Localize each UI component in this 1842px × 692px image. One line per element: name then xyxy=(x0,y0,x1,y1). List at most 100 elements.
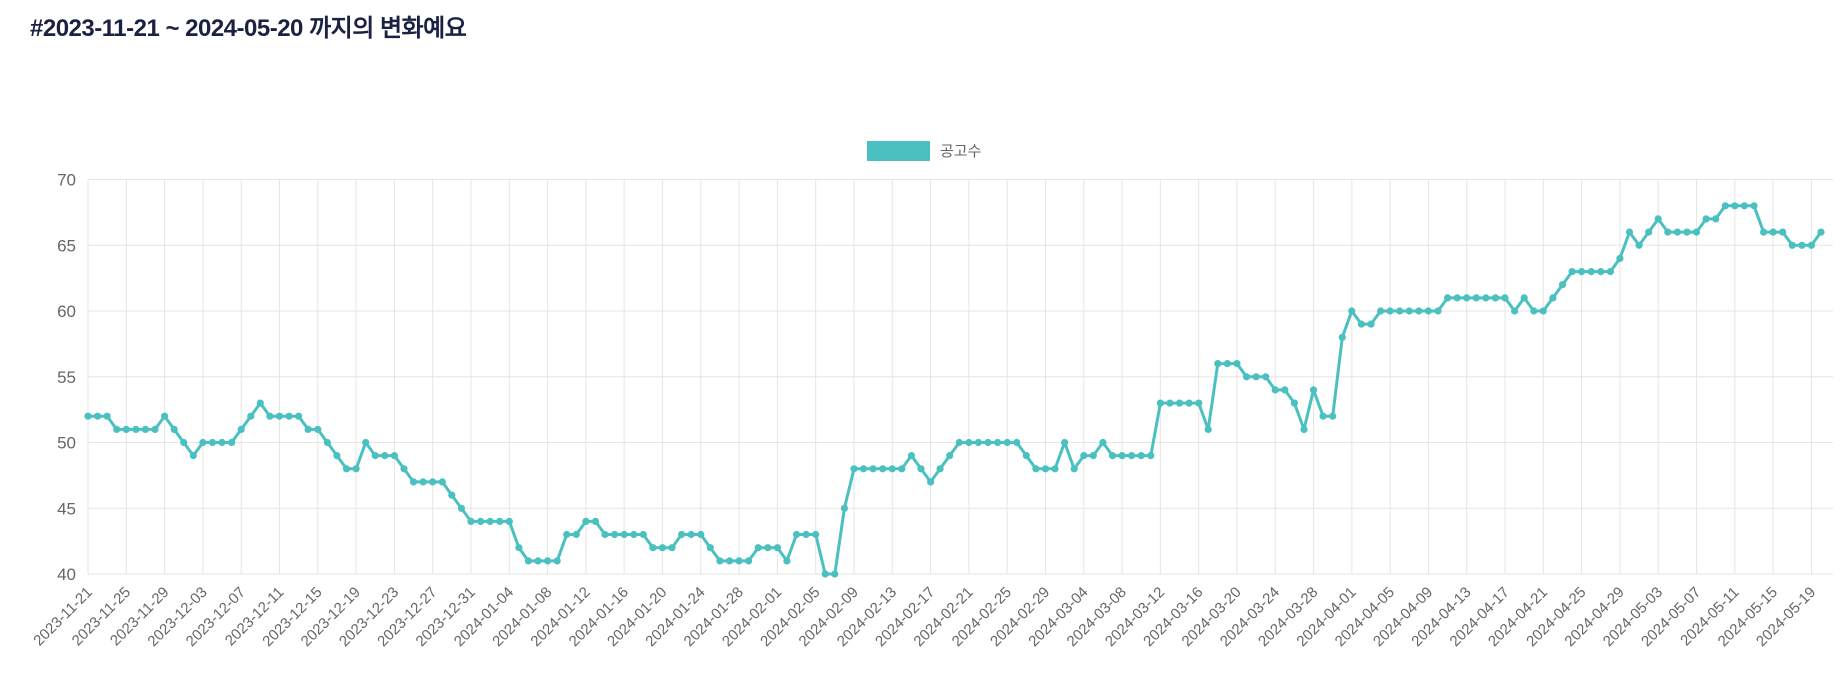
data-point[interactable] xyxy=(477,517,485,526)
data-point[interactable] xyxy=(1520,294,1528,302)
data-point[interactable] xyxy=(141,425,149,433)
data-point[interactable] xyxy=(371,452,379,460)
data-point[interactable] xyxy=(907,452,916,460)
data-point[interactable] xyxy=(1760,228,1768,236)
data-point[interactable] xyxy=(1204,425,1212,433)
data-point[interactable] xyxy=(1214,360,1222,368)
data-point[interactable] xyxy=(1147,452,1155,460)
data-point[interactable] xyxy=(1070,465,1078,473)
data-point[interactable] xyxy=(936,465,944,473)
data-point[interactable] xyxy=(1377,307,1385,315)
data-point[interactable] xyxy=(524,557,533,565)
data-point[interactable] xyxy=(84,412,92,420)
data-point[interactable] xyxy=(1664,228,1672,236)
data-point[interactable] xyxy=(965,438,973,447)
data-point[interactable] xyxy=(285,412,293,420)
data-point[interactable] xyxy=(639,530,647,539)
data-point[interactable] xyxy=(563,530,571,539)
data-point[interactable] xyxy=(1549,294,1557,302)
data-point[interactable] xyxy=(1185,399,1193,407)
data-point[interactable] xyxy=(1367,320,1375,328)
data-point[interactable] xyxy=(1539,307,1547,315)
data-point[interactable] xyxy=(496,517,504,526)
data-point[interactable] xyxy=(1175,399,1184,407)
chart-legend[interactable]: 공고수 xyxy=(867,140,981,161)
data-point[interactable] xyxy=(1233,360,1241,368)
data-point[interactable] xyxy=(304,425,312,433)
data-point[interactable] xyxy=(1463,294,1471,302)
data-point[interactable] xyxy=(122,425,130,433)
data-point[interactable] xyxy=(1779,228,1787,236)
data-point[interactable] xyxy=(208,438,217,447)
data-point[interactable] xyxy=(1683,228,1691,236)
data-point[interactable] xyxy=(409,478,418,486)
data-point[interactable] xyxy=(1041,465,1050,473)
data-point[interactable] xyxy=(1511,307,1519,315)
data-point[interactable] xyxy=(362,438,370,447)
data-point[interactable] xyxy=(381,452,389,460)
data-point[interactable] xyxy=(438,478,446,486)
data-point[interactable] xyxy=(1731,202,1739,210)
data-point[interactable] xyxy=(1740,202,1748,210)
data-point[interactable] xyxy=(1491,294,1500,302)
data-point[interactable] xyxy=(1769,228,1777,236)
data-point[interactable] xyxy=(859,465,868,473)
data-point[interactable] xyxy=(946,452,954,460)
data-point[interactable] xyxy=(448,491,456,499)
data-point[interactable] xyxy=(1635,241,1643,249)
data-point[interactable] xyxy=(505,517,513,526)
data-point[interactable] xyxy=(1817,228,1825,236)
data-point[interactable] xyxy=(706,544,714,552)
data-point[interactable] xyxy=(113,425,121,433)
data-point[interactable] xyxy=(802,530,810,539)
data-point[interactable] xyxy=(783,557,791,565)
data-point[interactable] xyxy=(256,399,264,407)
data-point[interactable] xyxy=(697,530,705,539)
data-point[interactable] xyxy=(658,544,667,552)
data-point[interactable] xyxy=(974,438,983,447)
data-point[interactable] xyxy=(601,530,609,539)
data-point[interactable] xyxy=(247,412,255,420)
data-point[interactable] xyxy=(1415,307,1423,315)
data-point[interactable] xyxy=(591,517,600,526)
data-point[interactable] xyxy=(773,544,782,552)
data-point[interactable] xyxy=(94,412,102,420)
data-point[interactable] xyxy=(1386,307,1394,315)
data-point[interactable] xyxy=(390,452,398,460)
data-point[interactable] xyxy=(754,544,762,552)
data-point[interactable] xyxy=(1032,465,1040,473)
data-point[interactable] xyxy=(1281,386,1289,394)
data-point[interactable] xyxy=(1137,452,1145,460)
data-point[interactable] xyxy=(812,530,820,539)
data-point[interactable] xyxy=(1482,294,1490,302)
data-point[interactable] xyxy=(534,557,542,565)
data-point[interactable] xyxy=(1242,373,1251,381)
data-point[interactable] xyxy=(553,557,561,565)
data-point[interactable] xyxy=(218,438,226,447)
data-point[interactable] xyxy=(237,425,245,433)
data-point[interactable] xyxy=(1223,360,1231,368)
data-point[interactable] xyxy=(716,557,724,565)
data-point[interactable] xyxy=(879,465,887,473)
data-point[interactable] xyxy=(1530,307,1538,315)
data-point[interactable] xyxy=(1080,452,1088,460)
data-point[interactable] xyxy=(620,530,628,539)
data-point[interactable] xyxy=(821,570,829,578)
data-point[interactable] xyxy=(687,530,695,539)
data-point[interactable] xyxy=(266,412,274,420)
data-point[interactable] xyxy=(1798,241,1806,249)
data-point[interactable] xyxy=(1262,373,1270,381)
data-point[interactable] xyxy=(1022,452,1030,460)
data-point[interactable] xyxy=(1195,399,1203,407)
data-point[interactable] xyxy=(1396,307,1404,315)
data-point[interactable] xyxy=(544,557,552,565)
data-point[interactable] xyxy=(917,465,925,473)
data-point[interactable] xyxy=(1578,268,1586,276)
data-point[interactable] xyxy=(1290,399,1298,407)
data-point[interactable] xyxy=(1319,412,1327,420)
data-point[interactable] xyxy=(735,557,743,565)
data-point[interactable] xyxy=(850,465,858,473)
data-point[interactable] xyxy=(189,452,197,460)
data-point[interactable] xyxy=(170,425,178,433)
data-point[interactable] xyxy=(1329,412,1337,420)
